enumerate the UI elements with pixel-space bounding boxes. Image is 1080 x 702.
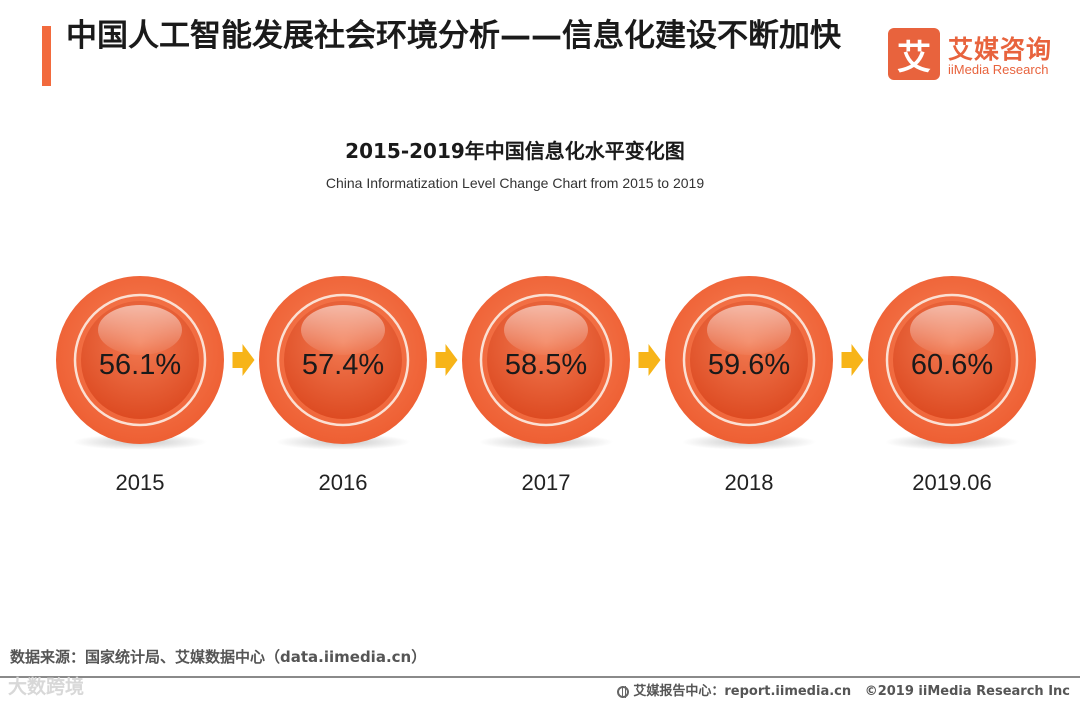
footer-credits: 艾媒报告中心：report.iimedia.cn ©2019 iiMedia R… xyxy=(617,680,1070,699)
logo-mark-icon: 艾 xyxy=(888,28,940,80)
footer-divider xyxy=(0,676,1080,678)
logo-name-cn: 艾媒咨询 xyxy=(948,35,1053,64)
page-title: 中国人工智能发展社会环境分析——信息化建设不断加快 xyxy=(66,18,841,54)
bubble-ring xyxy=(885,293,1019,427)
brand-logo[interactable]: 艾 艾媒咨询 iiMedia Research xyxy=(888,28,1068,82)
bubble-ring xyxy=(73,293,207,427)
bubble-gloss xyxy=(504,305,588,355)
value-label: 58.5% xyxy=(505,349,587,381)
bubble-gloss xyxy=(301,305,385,355)
bubble-2016: 57.4% 2016 xyxy=(259,276,427,495)
bubble-2019.06: 60.6% 2019.06 xyxy=(868,276,1036,495)
chart-title: 2015-2019年中国信息化水平变化图 xyxy=(345,139,685,163)
value-label: 60.6% xyxy=(911,349,993,381)
watermark: 大数跨境 xyxy=(8,676,85,698)
value-label: 56.1% xyxy=(99,349,181,381)
year-label: 2016 xyxy=(319,470,368,495)
title-accent-bar xyxy=(42,26,51,86)
bubble-2015: 56.1% 2015 xyxy=(56,276,224,495)
bubble-ring xyxy=(682,293,816,427)
year-label: 2018 xyxy=(725,470,774,495)
globe-icon xyxy=(617,686,630,698)
chart-subtitle: China Informatization Level Change Chart… xyxy=(325,175,705,191)
bubble-gloss xyxy=(707,305,791,355)
bubble-gloss xyxy=(98,305,182,355)
arrow-right-icon xyxy=(435,344,458,376)
year-label: 2017 xyxy=(522,470,571,495)
bubble-ring xyxy=(276,293,410,427)
logo-name-en: iiMedia Research xyxy=(948,62,1049,77)
value-label: 59.6% xyxy=(708,349,790,381)
arrow-right-icon xyxy=(841,344,864,376)
bubble-gloss xyxy=(910,305,994,355)
report-center-link[interactable]: 艾媒报告中心：report.iimedia.cn xyxy=(633,684,852,699)
copyright-text: ©2019 iiMedia Research Inc xyxy=(864,684,1070,699)
arrow-right-icon xyxy=(638,344,661,376)
informatization-chart: 56.1% 2015 57.4% 2016 58.5% 2017 59.6% 2018 60.6… xyxy=(56,276,1036,495)
bubble-ring xyxy=(479,293,613,427)
year-label: 2015 xyxy=(116,470,165,495)
bubble-2017: 58.5% 2017 xyxy=(462,276,630,495)
year-label: 2019.06 xyxy=(912,470,992,495)
value-label: 57.4% xyxy=(302,349,384,381)
data-source-note: 数据来源：国家统计局、艾媒数据中心（data.iimedia.cn） xyxy=(10,648,427,666)
arrow-right-icon xyxy=(232,344,255,376)
bubble-2018: 59.6% 2018 xyxy=(665,276,833,495)
